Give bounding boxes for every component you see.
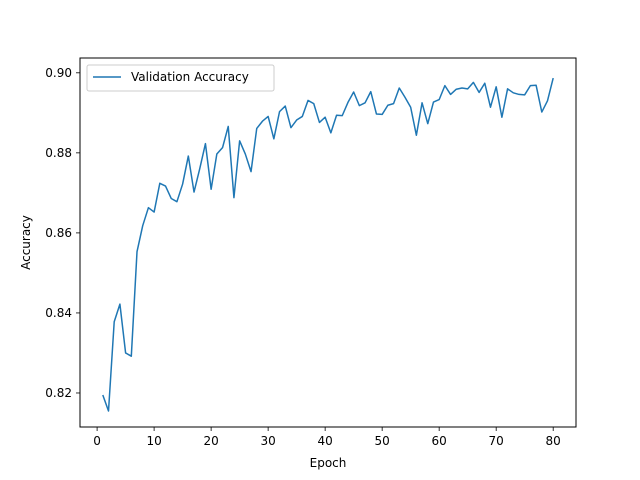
legend-label-validation-accuracy: Validation Accuracy <box>131 70 249 84</box>
series-layer <box>102 77 554 412</box>
y-axis-title: Accuracy <box>19 215 33 270</box>
x-tick-label: 10 <box>146 434 161 448</box>
y-tick-label: 0.90 <box>45 66 72 80</box>
x-tick-label: 50 <box>375 434 390 448</box>
y-axis: 0.82 0.84 0.86 0.88 0.90 <box>45 66 80 400</box>
x-tick-label: 70 <box>489 434 504 448</box>
y-tick-label: 0.86 <box>45 226 72 240</box>
series-line-validation-accuracy <box>102 77 554 412</box>
plot-area <box>80 58 576 427</box>
y-tick-label: 0.88 <box>45 146 72 160</box>
legend-box <box>86 64 275 92</box>
x-tick-label: 60 <box>432 434 447 448</box>
x-tick-label: 80 <box>546 434 561 448</box>
legend: Validation Accuracy <box>86 64 275 92</box>
x-axis-title: Epoch <box>310 456 347 470</box>
x-axis: 0 10 20 30 40 50 60 70 80 <box>93 427 561 448</box>
x-tick-label: 0 <box>93 434 101 448</box>
x-tick-label: 30 <box>260 434 275 448</box>
y-tick-label: 0.82 <box>45 386 72 400</box>
x-tick-label: 20 <box>203 434 218 448</box>
y-tick-label: 0.84 <box>45 306 72 320</box>
plot-frame <box>79 57 577 428</box>
x-tick-label: 40 <box>318 434 333 448</box>
